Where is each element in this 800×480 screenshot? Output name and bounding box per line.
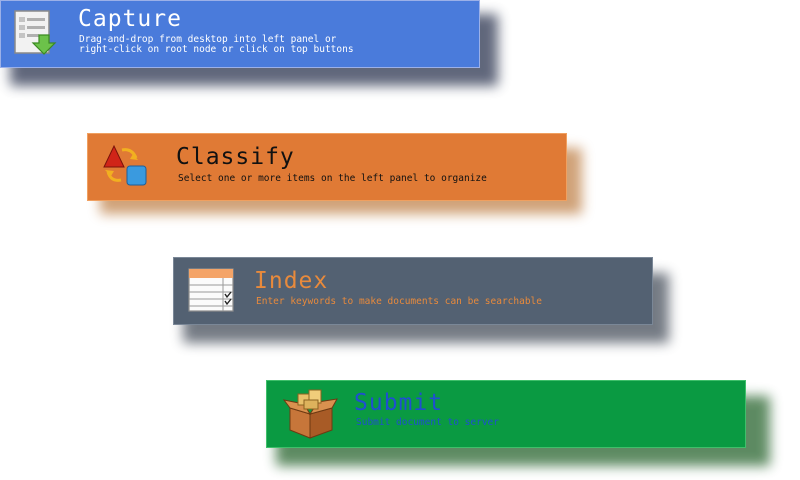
index-step-panel[interactable]	[173, 257, 653, 325]
capture-description-line-2: right-click on root node or click on top…	[79, 44, 354, 55]
submit-title: Submit	[354, 390, 444, 416]
shapes-classify-icon	[101, 142, 149, 190]
document-download-icon	[11, 9, 59, 57]
index-title: Index	[254, 268, 329, 294]
capture-description-line-1: Drag-and-drop from desktop into left pan…	[79, 34, 337, 45]
open-box-submit-icon	[282, 388, 338, 439]
capture-title: Capture	[78, 6, 182, 32]
capture-description: Drag-and-drop from desktop into left pan…	[79, 35, 354, 55]
submit-step-panel[interactable]	[266, 380, 746, 448]
submit-description: Submit document to server	[356, 417, 499, 428]
checklist-index-icon	[187, 266, 235, 314]
classify-title: Classify	[176, 144, 295, 170]
index-description: Enter keywords to make documents can be …	[256, 296, 542, 307]
classify-description: Select one or more items on the left pan…	[178, 173, 487, 184]
classify-step-panel[interactable]	[87, 133, 567, 201]
capture-step-panel[interactable]: Capture Drag-and-drop from desktop into …	[0, 0, 480, 68]
